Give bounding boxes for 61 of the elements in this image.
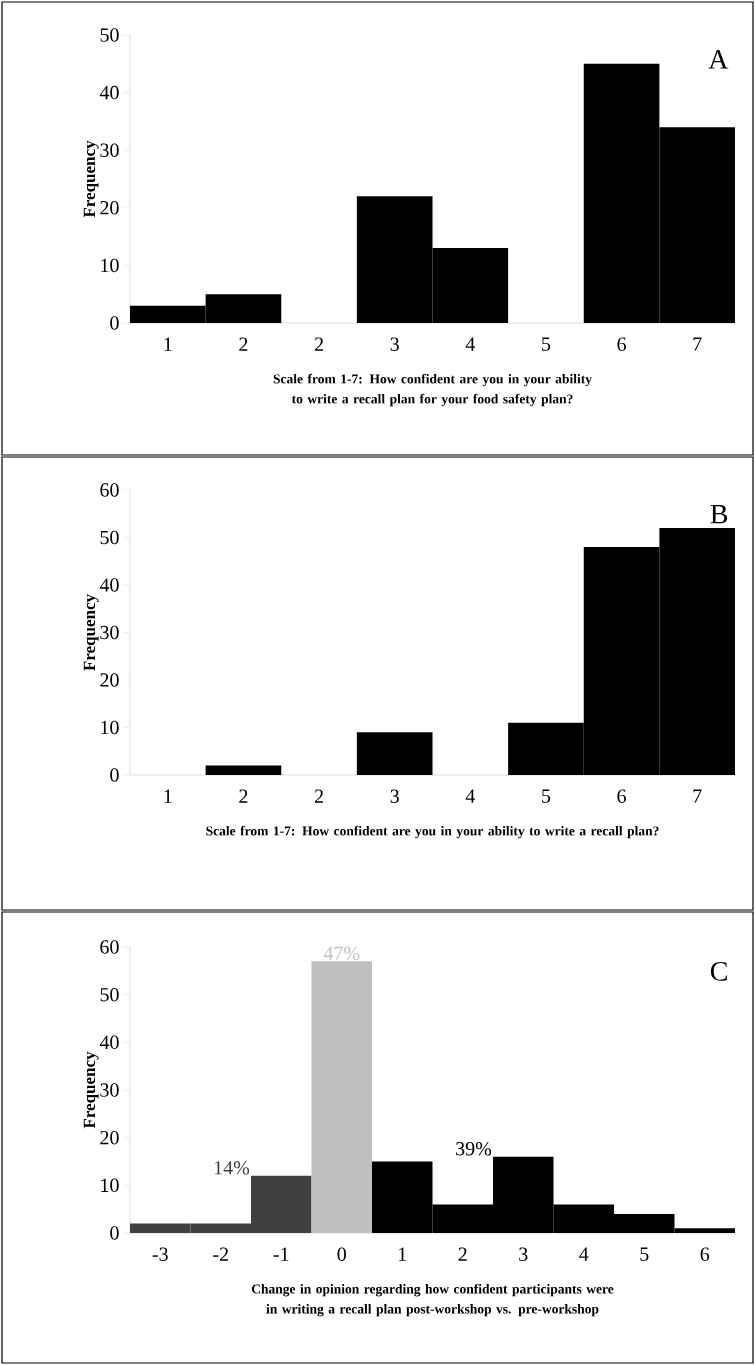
y-tick-label: 20 [100, 1130, 119, 1145]
chart-title: B [710, 504, 728, 524]
x-tick-label: 2 [239, 337, 248, 351]
y-axis-title: Frequency [83, 140, 99, 218]
x-tick-label: 4 [579, 1247, 589, 1261]
x-tick-label: -3 [152, 1247, 168, 1261]
x-tick-label: 2 [239, 789, 248, 803]
y-tick-label: 50 [100, 28, 119, 42]
y-tick-label: 60 [100, 940, 119, 954]
x-tick-label: 1 [399, 1247, 407, 1261]
x-tick-label: 7 [693, 337, 702, 351]
x-tick-label: 3 [390, 789, 399, 803]
x-tick-label: 2 [458, 1247, 467, 1261]
x-tick-label: 4 [465, 789, 476, 803]
y-tick-label: 0 [110, 1226, 119, 1240]
y-tick-label: 50 [100, 530, 119, 545]
y-tick-label: 40 [99, 1035, 119, 1050]
bar [311, 961, 372, 1233]
y-tick-label: 0 [110, 768, 119, 782]
x-tick-label: 2 [314, 789, 323, 803]
y-tick-label: 50 [100, 987, 119, 1002]
x-axis-title: Scale from 1-7: How confident are you in your ability to write a recall plan? [206, 825, 659, 839]
annotation: 39% [456, 1141, 492, 1156]
x-tick-label: 7 [693, 789, 702, 803]
y-tick-label: 0 [110, 316, 119, 330]
y-tick-label: 30 [100, 143, 119, 157]
y-tick-label: 20 [100, 201, 119, 215]
bar [205, 765, 282, 775]
x-axis-title: Change in opinion regarding how confident participants were in writing a recall plan post-workshop vs. pre-workshop [251, 1283, 614, 1317]
x-tick-label: -2 [213, 1247, 228, 1261]
x-tick-label: 6 [617, 789, 626, 803]
y-tick-label: 40 [99, 85, 119, 100]
y-axis-title: Frequency [83, 1051, 99, 1129]
y-tick-label: 10 [101, 720, 119, 735]
x-axis-title: Scale from 1-7: How confident are you in your ability to write a recall plan for your food safety plan? [273, 373, 592, 407]
y-tick-label: 10 [101, 1178, 119, 1193]
annotation: 14% [214, 1161, 250, 1175]
x-tick-label: 5 [542, 337, 551, 351]
x-tick-label: 5 [640, 1247, 649, 1261]
y-axis-title: Frequency [83, 594, 99, 671]
x-tick-label: 6 [700, 1247, 710, 1261]
x-tick-label: 1 [164, 337, 172, 351]
bar [356, 732, 433, 775]
x-tick-label: 1 [164, 789, 172, 803]
y-tick-label: 40 [99, 578, 119, 592]
x-tick-label: -1 [273, 1247, 289, 1261]
x-tick-label: 5 [542, 789, 551, 803]
chart-title: A [708, 50, 729, 69]
x-tick-label: 3 [390, 337, 399, 351]
y-tick-label: 30 [100, 1083, 119, 1097]
x-tick-label: 6 [617, 337, 626, 351]
y-tick-label: 30 [100, 625, 119, 640]
x-tick-label: 0 [337, 1247, 346, 1262]
x-tick-label: 2 [314, 337, 323, 351]
x-tick-label: 3 [519, 1247, 528, 1261]
y-tick-label: 10 [101, 258, 119, 273]
annotation: 47% [323, 946, 360, 961]
y-tick-label: 20 [100, 673, 119, 687]
y-tick-label: 60 [100, 483, 119, 497]
chart-title: C [710, 961, 727, 981]
x-tick-label: 4 [465, 337, 476, 351]
